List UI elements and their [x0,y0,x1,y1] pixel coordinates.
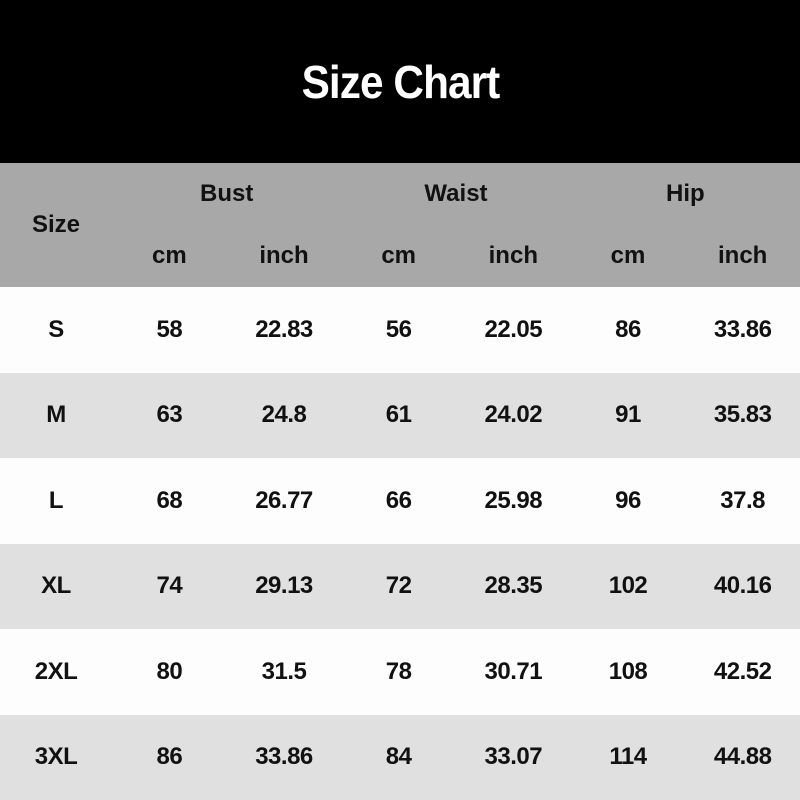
size-cell: 2XL [34,657,78,685]
waist-inch-cell: 25.98 [484,486,543,514]
table-header: Size Bust Waist Hip cm inch cm inch cm i… [0,163,800,287]
column-group-hip: Hip [665,180,705,207]
size-cell: XL [41,572,71,600]
column-group-bust: Bust [199,180,254,207]
subheader-waist-inch: inch [488,242,538,269]
waist-cm-cell: 61 [385,401,412,429]
bust-cm-cell: 58 [156,315,183,343]
waist-inch-cell: 30.71 [484,657,543,685]
hip-cm-cell: 91 [615,401,641,429]
waist-inch-cell: 22.05 [484,315,543,343]
size-cell: 3XL [34,743,78,771]
subheader-hip-cm: cm [610,242,646,269]
waist-inch-cell: 24.02 [484,401,543,429]
title-banner: Size Chart [0,0,800,163]
bust-inch-cell: 31.5 [261,657,307,685]
table-row-xl: XL 74 29.13 72 28.35 102 40.16 [0,543,800,629]
hip-inch-cell: 33.86 [713,315,772,343]
bust-cm-cell: 80 [156,657,183,685]
column-header-size: Size [31,211,81,238]
hip-cm-cell: 108 [608,657,648,685]
table-row-m: M 63 24.8 61 24.02 91 35.83 [0,372,800,458]
waist-cm-cell: 84 [385,743,412,771]
bust-inch-cell: 26.77 [255,486,313,514]
subheader-bust-inch: inch [259,242,309,269]
bust-cm-cell: 68 [156,486,183,514]
hip-cm-cell: 96 [615,486,641,514]
bust-cm-cell: 74 [156,572,183,600]
hip-inch-cell: 35.83 [713,401,772,429]
bust-cm-cell: 63 [156,401,183,429]
waist-cm-cell: 72 [385,572,412,600]
hip-cm-cell: 102 [608,572,648,600]
hip-inch-cell: 40.16 [713,572,772,600]
table-body: S 58 22.83 56 22.05 86 33.86 M 63 24.8 6… [0,287,800,800]
hip-cm-cell: 114 [609,743,647,771]
hip-inch-cell: 44.88 [713,743,772,771]
bust-cm-cell: 86 [156,743,183,771]
table-row-2xl: 2XL 80 31.5 78 30.71 108 42.52 [0,629,800,715]
waist-cm-cell: 78 [385,657,412,685]
size-cell: L [48,486,64,514]
waist-cm-cell: 66 [385,486,412,514]
page-title: Size Chart [301,55,500,108]
bust-inch-cell: 33.86 [255,743,313,771]
bust-inch-cell: 22.83 [255,315,313,343]
subheader-waist-cm: cm [381,242,416,269]
bust-inch-cell: 24.8 [261,401,307,429]
table-row-l: L 68 26.77 66 25.98 96 37.8 [0,458,800,544]
column-group-waist: Waist [424,180,488,207]
subheader-bust-cm: cm [151,242,187,269]
waist-inch-cell: 28.35 [484,572,543,600]
bust-inch-cell: 29.13 [255,572,313,600]
size-cell: S [48,315,64,343]
subheader-hip-inch: inch [717,242,768,269]
hip-inch-cell: 42.52 [713,657,772,685]
table-row-3xl: 3XL 86 33.86 84 33.07 114 44.88 [0,714,800,800]
waist-inch-cell: 33.07 [484,743,543,771]
hip-cm-cell: 86 [615,315,641,343]
hip-inch-cell: 37.8 [720,486,766,514]
table-row-s: S 58 22.83 56 22.05 86 33.86 [0,287,800,373]
waist-cm-cell: 56 [385,315,412,343]
size-cell: M [46,401,66,429]
